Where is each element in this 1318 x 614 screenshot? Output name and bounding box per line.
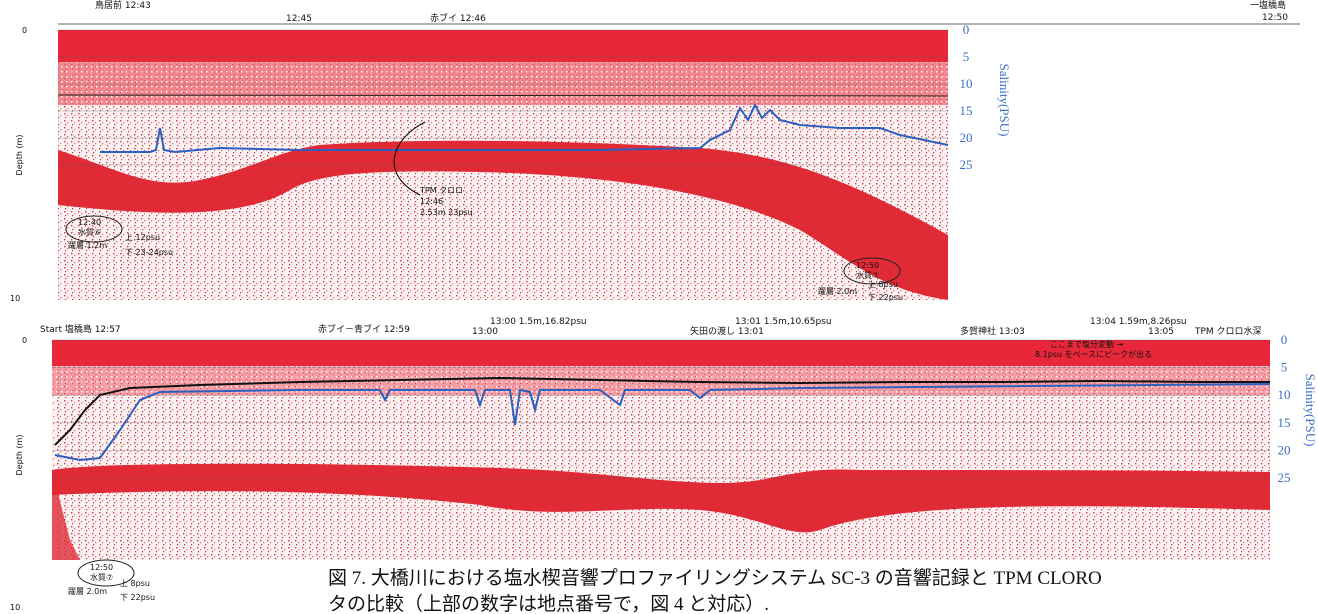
- salinity-tick-label: 10: [1278, 387, 1291, 402]
- caption-line: 図 7. 大橋川における塩水楔音響プロファイリングシステム SC-3 の音響記録…: [328, 567, 1102, 589]
- header-label: 12:45: [286, 14, 312, 24]
- salinity-axis-label: Salinity(PSU): [1303, 374, 1318, 447]
- annotation: 水質⑥: [78, 227, 101, 237]
- salinity-axis-label: Salinity(PSU): [997, 64, 1012, 137]
- header-label: Start 塩橋島 12:57: [40, 323, 121, 335]
- depth-tick-label: 0: [22, 336, 27, 345]
- annotation: 2.53m 23psu: [420, 208, 473, 217]
- annotation: 水質⑦: [90, 572, 113, 582]
- annotation: 12:46: [420, 197, 443, 206]
- depth-tick-label: 10: [10, 294, 20, 303]
- salinity-tick-label: 0: [1281, 332, 1288, 347]
- annotation: 上 8psu: [868, 280, 898, 289]
- salinity-tick-label: 20: [960, 130, 973, 145]
- annotation: 水質⑦: [856, 270, 879, 280]
- annotation: 下 22psu: [868, 293, 903, 302]
- annotation: 躍層 2.0m: [818, 287, 857, 296]
- annotation: 上 8psu: [120, 579, 150, 588]
- header-label: 13:04 1.59m,8.26psu: [1090, 317, 1187, 327]
- annotation: ここまで塩分変動 →: [1050, 339, 1124, 349]
- header-label: 12:50: [1262, 13, 1288, 23]
- salinity-tick-label: 20: [1278, 442, 1291, 457]
- figure: 鳥居前 12:43 12:45 赤ブイ 12:46 一塩橋島 12:50 TPM…: [0, 0, 1318, 614]
- salinity-tick-label: 25: [1278, 470, 1291, 485]
- annotation: 上 12psu: [125, 233, 160, 242]
- header-label: 一塩橋島: [1250, 0, 1286, 11]
- depth-tick-label: 0: [22, 26, 27, 35]
- header-label: 13:00 1.5m,16.82psu: [490, 317, 587, 327]
- bottom-echogram: [52, 340, 1270, 560]
- salinity-tick-label: 5: [963, 49, 970, 64]
- salinity-tick-label: 10: [960, 76, 973, 91]
- salinity-tick-label: 25: [960, 157, 973, 172]
- caption-line: タの比較（上部の数字は地点番号で，図 4 と対応）.: [328, 593, 769, 614]
- annotation: 12:40: [78, 218, 101, 227]
- header-label: 赤ブイ 12:46: [430, 12, 486, 24]
- salinity-tick-label: 15: [960, 103, 973, 118]
- salinity-tick-label: 15: [1278, 415, 1291, 430]
- header-label: 多賀神社 13:03: [960, 325, 1025, 337]
- header-label: 鳥居前 12:43: [95, 0, 151, 11]
- annotation: 躍層 1.2m: [68, 241, 107, 250]
- salinity-tick-label: 0: [963, 22, 970, 37]
- annotation: 12:50: [90, 563, 113, 572]
- header-label: 13:00: [472, 327, 498, 337]
- depth-axis-label: Depth (m): [15, 135, 24, 176]
- header-label: TPM クロロ水深: [1194, 325, 1262, 337]
- annotation: 躍層 2.0m: [68, 587, 107, 596]
- annotation: 8.1psu をベースにピークが出る: [1035, 349, 1152, 359]
- header-label: 13:01 1.5m,10.65psu: [735, 317, 832, 327]
- annotation: TPM クロロ: [419, 186, 463, 195]
- annotation: 下 22psu: [120, 593, 155, 602]
- depth-tick-label: 10: [10, 603, 20, 612]
- header-label: 13:05: [1148, 327, 1174, 337]
- annotation: 12:50: [856, 261, 879, 270]
- annotation: 下 23-24psu: [125, 248, 173, 257]
- depth-axis-label: Depth (m): [15, 435, 24, 476]
- salinity-tick-label: 5: [1281, 360, 1288, 375]
- header-label: 赤ブイ－青ブイ 12:59: [318, 323, 410, 335]
- header-label: 矢田の渡し 13:01: [690, 325, 764, 337]
